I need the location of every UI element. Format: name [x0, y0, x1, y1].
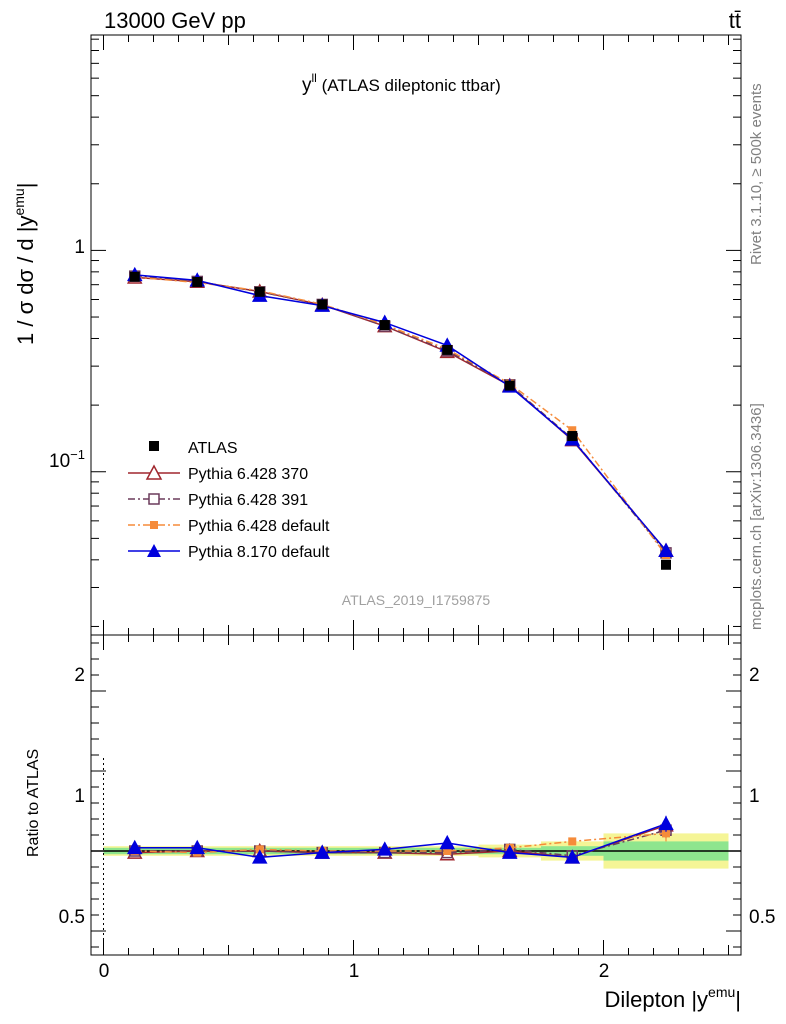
ratio-series-marker	[501, 844, 518, 859]
data-point-atlas	[504, 380, 515, 391]
main-data-points	[129, 271, 671, 570]
legend-entry-atlas: ATLAS	[149, 440, 238, 457]
x-tick-label-0: 0	[99, 961, 110, 982]
data-point-atlas	[192, 276, 203, 287]
legend-entry-pythia6-391: Pythia 6.428 391	[128, 492, 308, 509]
main-tick-label-1: 1	[74, 237, 85, 258]
main-series-line	[134, 274, 667, 552]
data-point-atlas	[442, 344, 453, 355]
legend-marker-pythia6-370	[145, 464, 163, 480]
plot-title-main: y	[302, 75, 312, 96]
ratio-tick-label-right-0-5: 0.5	[749, 907, 775, 928]
main-series-layer	[126, 266, 674, 560]
data-point-atlas	[254, 286, 265, 297]
data-point-atlas	[129, 271, 140, 282]
ratio-tick-label-right-2: 2	[749, 665, 760, 686]
ratio-series-marker	[439, 834, 456, 850]
ratio-series-marker	[376, 841, 393, 856]
process-label: tt̄	[729, 8, 741, 33]
analysis-id: ATLAS_2019_I1759875	[342, 592, 491, 608]
legend-marker-pythia8-default	[147, 544, 161, 557]
legend-label-atlas: ATLAS	[188, 440, 238, 457]
ratio-series-marker	[189, 839, 206, 855]
data-point-atlas	[317, 299, 328, 310]
ratio-tick-label-left-0-5: 0.5	[59, 907, 85, 928]
legend-marker-pythia6-default	[150, 521, 158, 529]
main-series-marker	[568, 426, 577, 435]
y-axis-label-main-prefix: 1 / σ dσ / d |y	[13, 216, 38, 345]
main-series-marker	[658, 542, 674, 557]
ratio-series-marker	[314, 844, 331, 859]
energy-label: 13000 GeV pp	[104, 8, 246, 33]
legend-marker-pythia6-391	[148, 493, 160, 505]
ratio-series-marker	[564, 849, 581, 864]
ratio-series-marker	[443, 847, 452, 855]
legend-label-pythia6-370: Pythia 6.428 370	[188, 466, 308, 483]
x-axis-label-sup: emu	[708, 984, 735, 1000]
rivet-label: Rivet 3.1.10, ≥ 500k events	[748, 83, 765, 265]
x-axis-label-prefix: Dilepton |y	[605, 987, 709, 1012]
ratio-series-marker	[126, 839, 143, 855]
data-point-atlas	[379, 320, 390, 331]
ratio-series-marker	[251, 849, 268, 864]
main-series-line	[134, 276, 667, 552]
plot-title-rest: (ATLAS dileptonic ttbar)	[317, 76, 501, 95]
main-tick-label-0-1: 10−1	[49, 447, 85, 472]
main-tick-label-0-1-exp: −1	[70, 447, 85, 462]
plot-title: yll (ATLAS dileptonic ttbar)	[302, 71, 501, 96]
y-axis-label-ratio: Ratio to ATLAS	[25, 749, 42, 857]
axis-ticks	[91, 35, 741, 955]
ratio-series-marker	[662, 829, 670, 838]
ratio-tick-label-right-1: 1	[749, 786, 760, 807]
legend-entry-pythia6-370: Pythia 6.428 370	[128, 464, 308, 483]
legend-label-pythia8-default: Pythia 8.170 default	[188, 544, 330, 561]
main-series-line	[134, 276, 667, 556]
legend-entry-pythia8-default: Pythia 8.170 default	[128, 544, 330, 561]
legend-marker-atlas	[149, 441, 159, 451]
ratio-tick-label-left-1: 1	[74, 786, 85, 807]
data-point-atlas	[567, 431, 578, 442]
ratio-series-marker	[658, 815, 674, 831]
y-axis-label-main-suffix: |	[13, 183, 38, 189]
main-series-line	[134, 275, 667, 554]
y-axis-label-main: 1 / σ dσ / d |yemu|	[11, 183, 38, 345]
ratio-series-layer	[126, 815, 674, 864]
main-tick-label-0-1-base: 10	[49, 451, 70, 472]
data-point-atlas	[661, 559, 671, 570]
legend: ATLAS Pythia 6.428 370 Pythia 6.428 391 …	[128, 440, 330, 561]
legend-label-pythia6-default: Pythia 6.428 default	[188, 518, 330, 535]
ratio-tick-label-left-2: 2	[74, 665, 85, 686]
legend-entry-pythia6-default: Pythia 6.428 default	[128, 518, 330, 535]
plot-title-sup: ll	[312, 71, 317, 85]
site-label: mcplots.cern.ch [arXiv:1306.3436]	[748, 403, 765, 630]
x-axis-label: Dilepton |yemu|	[605, 984, 742, 1012]
x-axis-label-suffix: |	[735, 987, 741, 1012]
ratio-panel-frame	[90, 634, 742, 956]
x-tick-label-1: 1	[349, 961, 360, 982]
x-tick-label-2: 2	[599, 961, 610, 982]
y-axis-label-main-sup: emu	[11, 188, 27, 215]
legend-label-pythia6-391: Pythia 6.428 391	[188, 492, 308, 509]
ratio-series-marker	[568, 837, 577, 846]
